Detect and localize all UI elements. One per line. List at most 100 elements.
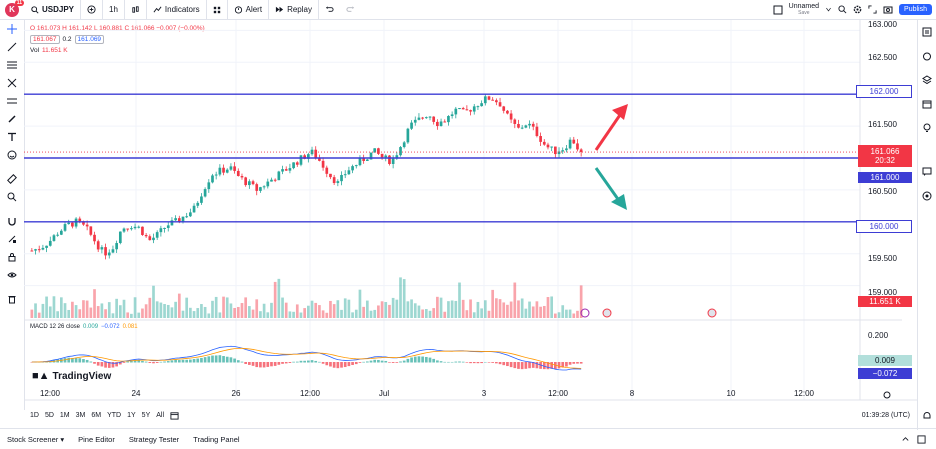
zoom-in-icon — [7, 192, 17, 202]
utc-clock[interactable]: 01:39:28 (UTC) — [861, 412, 910, 419]
quick-search-icon[interactable] — [838, 5, 847, 14]
timeframe-all[interactable]: All — [156, 412, 165, 419]
candle-body — [358, 157, 362, 166]
tab-trading-panel[interactable]: Trading Panel — [193, 434, 240, 444]
settings-icon[interactable] — [853, 5, 862, 14]
volume-bar — [358, 289, 362, 318]
layout-icon[interactable] — [773, 5, 783, 15]
ideas-button[interactable] — [918, 116, 936, 140]
volume-bars — [30, 277, 583, 318]
timeframe-1m[interactable]: 1M — [59, 412, 70, 419]
text-tool[interactable] — [0, 128, 24, 146]
camera-icon[interactable] — [883, 5, 893, 14]
flag-us-icon[interactable] — [602, 308, 612, 318]
date-range-icon[interactable] — [170, 411, 179, 420]
macd-histogram-bar — [82, 359, 85, 363]
volume-bar — [126, 312, 130, 318]
interval-selector[interactable]: 1h — [103, 0, 125, 19]
macd-histogram-bar — [388, 362, 391, 363]
price-axis[interactable]: 163.000 162.500 161.500 160.500 159.500 … — [860, 20, 918, 400]
macd-histogram-bar — [572, 362, 576, 364]
chart-type-button[interactable] — [125, 0, 147, 19]
volume-bar — [34, 303, 37, 318]
symbol-search[interactable]: USDJPY — [25, 0, 82, 19]
tab-strategy-tester[interactable]: Strategy Tester — [128, 434, 180, 444]
macd-label: MACD 12 26 close — [30, 324, 81, 330]
bid-price[interactable]: 161.067 — [30, 35, 60, 44]
timeframe-5y[interactable]: 5Y — [141, 412, 151, 419]
help-icon — [922, 191, 932, 201]
macd-histogram-bar — [546, 362, 550, 370]
pattern-tool[interactable] — [0, 74, 24, 92]
magnet-tool[interactable] — [0, 212, 24, 230]
volume-bar — [417, 305, 421, 318]
chevron-down-icon[interactable] — [825, 6, 832, 13]
layers-button[interactable] — [918, 68, 936, 92]
volume-legend: Vol 11.651 K — [30, 45, 205, 56]
watchlist-button[interactable] — [918, 20, 936, 44]
fib-tool[interactable] — [0, 56, 24, 74]
candle-body — [262, 186, 266, 188]
replay-button[interactable]: Replay — [269, 0, 319, 19]
layout-name[interactable]: Unnamed Save — [788, 2, 820, 16]
candle-body — [377, 148, 380, 154]
flag-us-icon[interactable] — [707, 308, 717, 318]
macd-histogram-bar — [391, 362, 395, 363]
settings-gear-icon[interactable] — [882, 390, 892, 400]
tradingview-logo[interactable]: ■▲ TradingView — [32, 370, 112, 382]
volume-bar — [458, 282, 461, 318]
maximize-panel-icon[interactable] — [917, 434, 926, 444]
timeframe-3m[interactable]: 3M — [75, 412, 86, 419]
trend-line-tool[interactable] — [0, 38, 24, 56]
timeframe-5d[interactable]: 5D — [44, 412, 54, 419]
timeframe-6m[interactable]: 6M — [91, 412, 102, 419]
account-logo[interactable]: K 11 — [5, 0, 24, 17]
up-arrow-head — [612, 104, 628, 120]
volume-bar — [82, 300, 85, 318]
fullscreen-icon[interactable] — [868, 5, 877, 14]
timeframe-1y[interactable]: 1Y — [127, 412, 136, 419]
stay-drawing-tool[interactable] — [0, 230, 24, 248]
candle-body — [369, 152, 373, 160]
brush-tool[interactable] — [0, 110, 24, 128]
time-axis[interactable]: 12:00 24 26 12:00 Jul 3 12:00 8 10 12:00 — [24, 382, 902, 400]
indicators-button[interactable]: Indicators — [147, 0, 207, 19]
alerts-panel-button[interactable] — [918, 44, 936, 68]
price-tick: 162.500 — [868, 53, 897, 62]
tab-pine-editor[interactable]: Pine Editor — [78, 434, 115, 444]
templates-button[interactable] — [207, 0, 228, 19]
alert-button[interactable]: Alert — [228, 0, 270, 19]
timeframe-1d[interactable]: 1D — [30, 412, 39, 419]
publish-button[interactable]: Publish — [899, 4, 932, 15]
candle-body — [148, 236, 152, 241]
remove-tool[interactable] — [0, 290, 24, 308]
macd-histogram-bar — [480, 362, 483, 364]
zoom-tool[interactable] — [0, 188, 24, 206]
candle-body — [399, 147, 402, 156]
candle-body — [152, 237, 155, 241]
chat-button[interactable] — [918, 160, 936, 184]
measure-tool[interactable] — [0, 170, 24, 188]
lock-tool[interactable] — [0, 248, 24, 266]
emoji-tool[interactable] — [0, 146, 24, 164]
collapse-panel-icon[interactable] — [901, 435, 910, 444]
notifications-button[interactable] — [918, 404, 936, 428]
event-marker-icon[interactable] — [580, 308, 590, 318]
candle-body — [502, 106, 506, 111]
timeframe-ytd[interactable]: YTD — [107, 412, 122, 419]
add-symbol-button[interactable] — [81, 0, 104, 19]
crosshair-tool[interactable] — [0, 20, 24, 38]
redo-button[interactable] — [340, 0, 361, 19]
undo-button[interactable] — [319, 0, 340, 19]
candle-body — [273, 179, 277, 181]
macd-histogram-bar — [461, 361, 465, 363]
projection-tool[interactable] — [0, 92, 24, 110]
hotlists-button[interactable] — [918, 92, 936, 116]
candle-body — [461, 108, 465, 110]
tab-stock-screener[interactable]: Stock Screener ▾ — [7, 434, 65, 444]
hide-tool[interactable] — [0, 266, 24, 284]
candle-body — [410, 122, 413, 129]
ask-price[interactable]: 161.069 — [74, 35, 105, 44]
help-button[interactable] — [918, 184, 936, 208]
